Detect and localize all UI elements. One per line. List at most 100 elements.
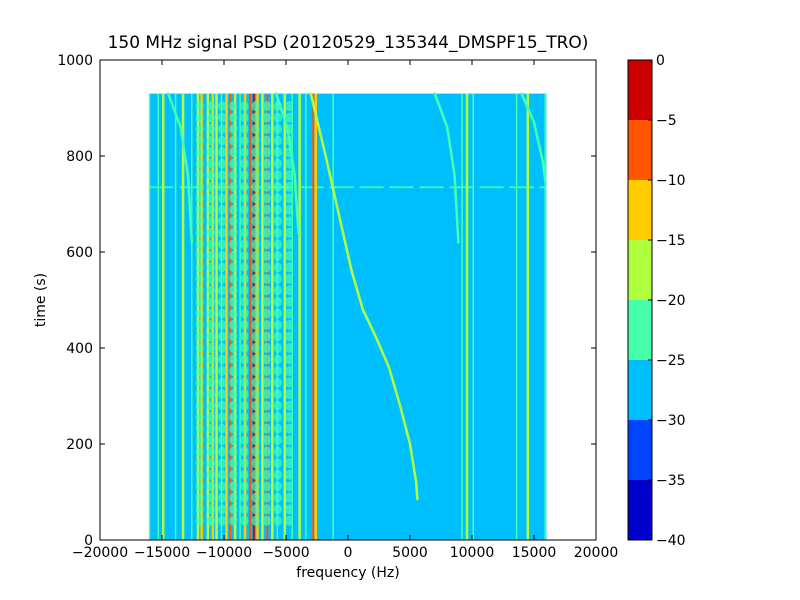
psd-ripple <box>285 181 294 192</box>
psd-ripple <box>240 377 249 388</box>
psd-ripple <box>195 435 204 446</box>
psd-ripple <box>195 147 204 158</box>
colorbar: 0 −5 −10 −15 −20 −25 −30 −35 −40 <box>627 53 686 549</box>
psd-ripple <box>262 412 271 423</box>
psd-ripple <box>195 296 204 307</box>
psd-ripple <box>206 124 215 135</box>
psd-ripple <box>273 135 282 146</box>
psd-ripple <box>285 262 294 273</box>
psd-ripple <box>240 262 249 273</box>
psd-ripple <box>251 515 260 526</box>
x-tick-label: −20000 <box>72 545 128 561</box>
psd-ripple <box>262 101 271 112</box>
psd-ripple <box>218 331 227 342</box>
psd-ripple <box>218 389 227 400</box>
psd-ripple <box>251 101 260 112</box>
psd-ripple <box>262 158 271 169</box>
psd-ripple <box>195 273 204 284</box>
psd-ripple <box>206 435 215 446</box>
psd-ripple <box>240 435 249 446</box>
psd-ripple <box>218 239 227 250</box>
psd-ripple <box>251 250 260 261</box>
psd-ripple <box>218 354 227 365</box>
psd-ripple <box>251 239 260 250</box>
x-tick-label: 15000 <box>512 545 557 561</box>
psd-ripple <box>273 481 282 492</box>
psd-ripple <box>262 343 271 353</box>
psd-ripple <box>218 112 227 123</box>
psd-ripple <box>240 204 249 215</box>
psd-ripple <box>273 158 282 169</box>
psd-ripple <box>195 170 204 181</box>
psd-ripple <box>206 204 215 215</box>
psd-ripple <box>206 481 215 492</box>
psd-ripple <box>240 400 249 411</box>
psd-ripple <box>195 262 204 273</box>
psd-ripple <box>195 331 204 342</box>
arc-2 <box>274 92 300 235</box>
psd-ripple <box>240 158 249 169</box>
x-tick-label: 20000 <box>574 545 619 561</box>
psd-ripple <box>218 400 227 411</box>
x-tick-label: 5000 <box>392 545 428 561</box>
psd-ripple <box>195 250 204 261</box>
psd-ripple <box>195 458 204 469</box>
psd-ripple <box>262 239 271 250</box>
psd-ripple <box>240 481 249 492</box>
psd-ripple <box>229 296 238 307</box>
psd-ripple <box>251 458 260 469</box>
psd-ripple <box>285 423 294 434</box>
psd-ripple <box>273 354 282 365</box>
psd-ripple <box>195 366 204 377</box>
psd-ripple <box>195 135 204 146</box>
psd-ripple <box>262 262 271 273</box>
psd-ripple <box>229 492 238 503</box>
psd-ripple <box>229 124 238 135</box>
psd-ripple <box>206 285 215 296</box>
psd-ripple <box>195 216 204 227</box>
psd-ripple <box>251 135 260 146</box>
psd-ripple <box>218 492 227 503</box>
psd-ripple <box>229 400 238 411</box>
y-tick-label: 1000 <box>57 53 93 69</box>
psd-ripple <box>240 135 249 146</box>
psd-ripple <box>229 412 238 423</box>
psd-ripple <box>229 377 238 388</box>
psd-ripple <box>229 354 238 365</box>
psd-ripple <box>273 458 282 469</box>
psd-ripple <box>206 135 215 146</box>
psd-ripple <box>285 273 294 284</box>
colorbar-segment <box>628 480 652 540</box>
psd-ripple <box>218 515 227 526</box>
psd-ripple <box>285 101 294 112</box>
psd-ripple <box>229 458 238 469</box>
psd-ripple <box>206 262 215 273</box>
psd-ripple <box>229 343 238 353</box>
psd-ripple <box>206 343 215 353</box>
psd-ripple <box>229 262 238 273</box>
psd-ripple <box>273 147 282 158</box>
x-axis-label: frequency (Hz) <box>296 565 399 581</box>
y-tick-label: 0 <box>84 533 93 549</box>
psd-ripple <box>229 216 238 227</box>
psd-ripple <box>262 515 271 526</box>
psd-ripple <box>195 239 204 250</box>
psd-ripple <box>273 389 282 400</box>
psd-ripple <box>251 366 260 377</box>
x-axis: −20000 −15000 −10000 −5000 0 5000 10000 15000 20… <box>72 60 618 561</box>
psd-ripple <box>240 147 249 158</box>
psd-ripple <box>240 181 249 192</box>
psd-ripple <box>251 216 260 227</box>
psd-ripple <box>285 504 294 515</box>
psd-ripple <box>195 354 204 365</box>
psd-ripple <box>206 331 215 342</box>
psd-ripple <box>229 204 238 215</box>
psd-ripple <box>285 112 294 123</box>
psd-ripple <box>229 331 238 342</box>
psd-ripple <box>218 412 227 423</box>
psd-ripple <box>262 354 271 365</box>
psd-ripple <box>195 285 204 296</box>
psd-ripple <box>285 308 294 319</box>
psd-ripple <box>206 377 215 388</box>
